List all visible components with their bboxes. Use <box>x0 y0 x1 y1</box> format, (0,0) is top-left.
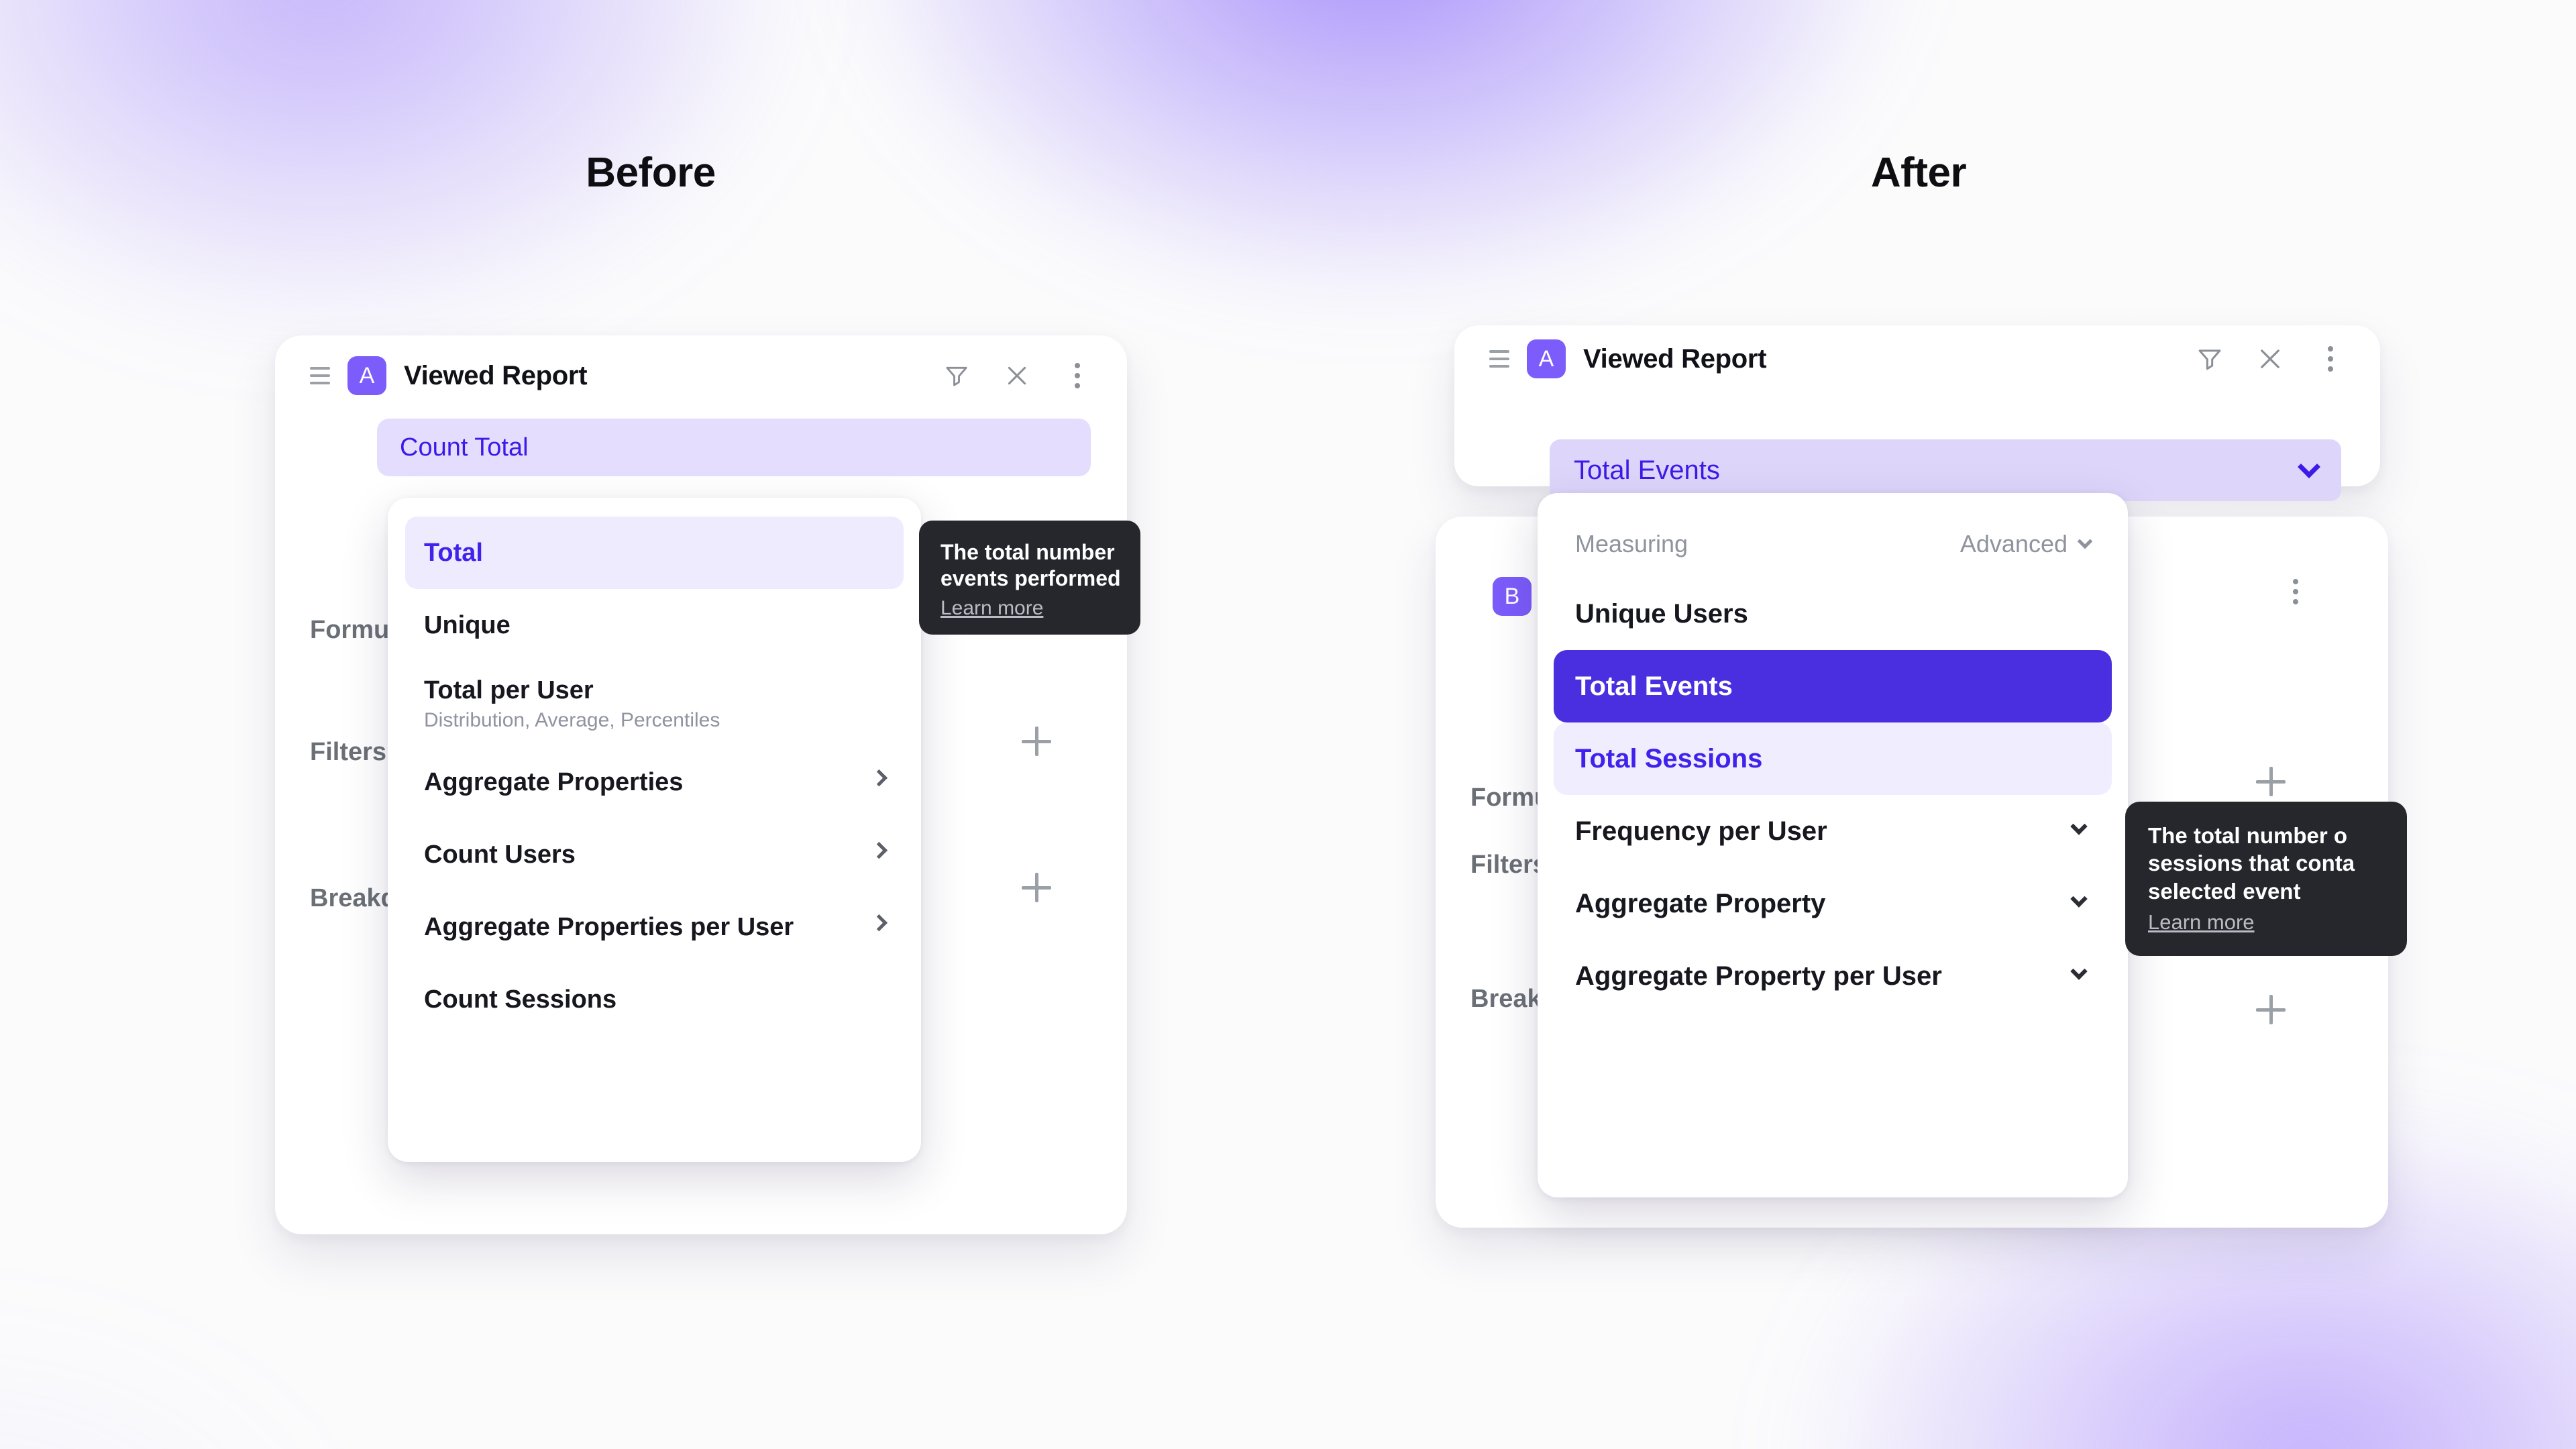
menu-item-total[interactable]: Total <box>405 517 904 589</box>
filter-icon[interactable] <box>942 361 971 390</box>
event-letter-badge[interactable]: A <box>347 356 386 395</box>
tooltip-line-2: events performed <box>941 566 1121 591</box>
measuring-label: Measuring <box>1575 530 1688 557</box>
amenu-item-aggregate-property-per-user[interactable]: Aggregate Property per User <box>1554 940 2112 1012</box>
menu-item-label: Unique Users <box>1575 598 1748 629</box>
menu-item-count-sessions[interactable]: Count Sessions <box>405 963 904 1036</box>
after-header-actions <box>2195 344 2345 374</box>
menu-item-label: Count Users <box>424 840 576 869</box>
event-name-label[interactable]: Viewed Report <box>1583 343 1767 374</box>
tooltip-learn-more-link[interactable]: Learn more <box>941 597 1044 620</box>
amenu-item-total-events[interactable]: Total Events <box>1554 650 2112 722</box>
chevron-down-icon <box>2070 818 2088 835</box>
measure-pill-label: Count Total <box>400 433 529 462</box>
after-tooltip: The total number o sessions that conta s… <box>2125 802 2407 956</box>
event-name-label[interactable]: Viewed Report <box>404 360 588 390</box>
menu-item-sublabel: Distribution, Average, Percentiles <box>424 708 720 731</box>
menu-item-total-per-user[interactable]: Total per User Distribution, Average, Pe… <box>405 661 904 746</box>
row-label-filters: Filters <box>1470 851 1548 879</box>
amenu-item-aggregate-property[interactable]: Aggregate Property <box>1554 867 2112 940</box>
advanced-label: Advanced <box>1960 530 2068 557</box>
drag-handle-icon[interactable] <box>310 367 333 384</box>
drag-handle-icon[interactable] <box>1489 350 1512 368</box>
before-measure-menu: Total Unique Total per User Distribution… <box>388 498 921 1162</box>
after-measure-menu: Measuring Advanced Unique Users Total Ev… <box>1538 493 2128 1197</box>
menu-item-label: Aggregate Properties per User <box>424 912 794 941</box>
more-vertical-icon[interactable] <box>2281 577 2310 606</box>
chevron-down-icon <box>2070 890 2088 908</box>
measuring-header: Measuring Advanced <box>1554 511 2112 578</box>
menu-item-label: Frequency per User <box>1575 816 1827 846</box>
measure-pill-after[interactable]: Total Events <box>1550 439 2341 501</box>
before-section-title: Before <box>586 150 716 196</box>
menu-item-label: Total Events <box>1575 671 1733 701</box>
add-formula-button[interactable] <box>2247 758 2294 805</box>
amenu-item-total-sessions[interactable]: Total Sessions <box>1554 722 2112 795</box>
close-icon[interactable] <box>1002 361 1032 390</box>
second-event-letter-badge[interactable]: B <box>1493 577 1532 616</box>
tooltip-line-1: The total number <box>941 540 1115 564</box>
tooltip-line-3: selected event <box>2148 878 2301 904</box>
menu-item-aggregate-properties[interactable]: Aggregate Properties <box>405 746 904 818</box>
filter-icon[interactable] <box>2195 344 2224 374</box>
add-breakdown-button[interactable] <box>1013 864 1060 911</box>
menu-item-label: Total per User <box>424 676 594 704</box>
before-card-header: A Viewed Report <box>275 335 1127 416</box>
amenu-item-frequency-per-user[interactable]: Frequency per User <box>1554 795 2112 867</box>
row-label-filters: Filters <box>310 738 387 766</box>
chevron-down-icon <box>2298 455 2320 478</box>
chevron-right-icon <box>870 841 888 859</box>
add-breakdown-button[interactable] <box>2247 986 2294 1033</box>
after-section-title: After <box>1870 150 1967 196</box>
tooltip-learn-more-link[interactable]: Learn more <box>2148 910 2255 934</box>
amenu-item-unique-users[interactable]: Unique Users <box>1554 578 2112 650</box>
menu-item-label: Count Sessions <box>424 985 617 1014</box>
menu-item-label: Total Sessions <box>1575 743 1763 773</box>
add-filter-button[interactable] <box>1013 718 1060 765</box>
tooltip-line-2: sessions that conta <box>2148 851 2355 876</box>
advanced-toggle[interactable]: Advanced <box>1960 530 2093 558</box>
event-letter-badge[interactable]: A <box>1527 339 1566 378</box>
chevron-down-icon <box>2077 533 2093 549</box>
menu-item-count-users[interactable]: Count Users <box>405 818 904 891</box>
menu-item-label: Aggregate Property <box>1575 888 1826 918</box>
more-vertical-icon[interactable] <box>2316 344 2345 374</box>
tooltip-arrow-icon <box>919 564 920 596</box>
after-card-header: A Viewed Report <box>1454 325 2380 392</box>
before-tooltip: The total number events performed Learn … <box>919 521 1140 635</box>
tooltip-line-1: The total number o <box>2148 823 2347 848</box>
chevron-right-icon <box>870 769 888 787</box>
measure-pill-before[interactable]: Count Total <box>377 419 1091 476</box>
chevron-down-icon <box>2070 963 2088 980</box>
menu-item-unique[interactable]: Unique <box>405 589 904 661</box>
close-icon[interactable] <box>2255 344 2285 374</box>
menu-item-aggregate-properties-per-user[interactable]: Aggregate Properties per User <box>405 891 904 963</box>
before-header-actions <box>942 361 1092 390</box>
menu-item-label: Total <box>424 538 483 567</box>
tooltip-arrow-icon <box>2125 845 2127 877</box>
menu-item-label: Aggregate Properties <box>424 767 684 796</box>
menu-item-label: Aggregate Property per User <box>1575 961 1942 991</box>
chevron-right-icon <box>870 914 888 932</box>
measure-pill-label: Total Events <box>1574 455 1720 485</box>
menu-item-label: Unique <box>424 610 511 639</box>
more-vertical-icon[interactable] <box>1063 361 1092 390</box>
